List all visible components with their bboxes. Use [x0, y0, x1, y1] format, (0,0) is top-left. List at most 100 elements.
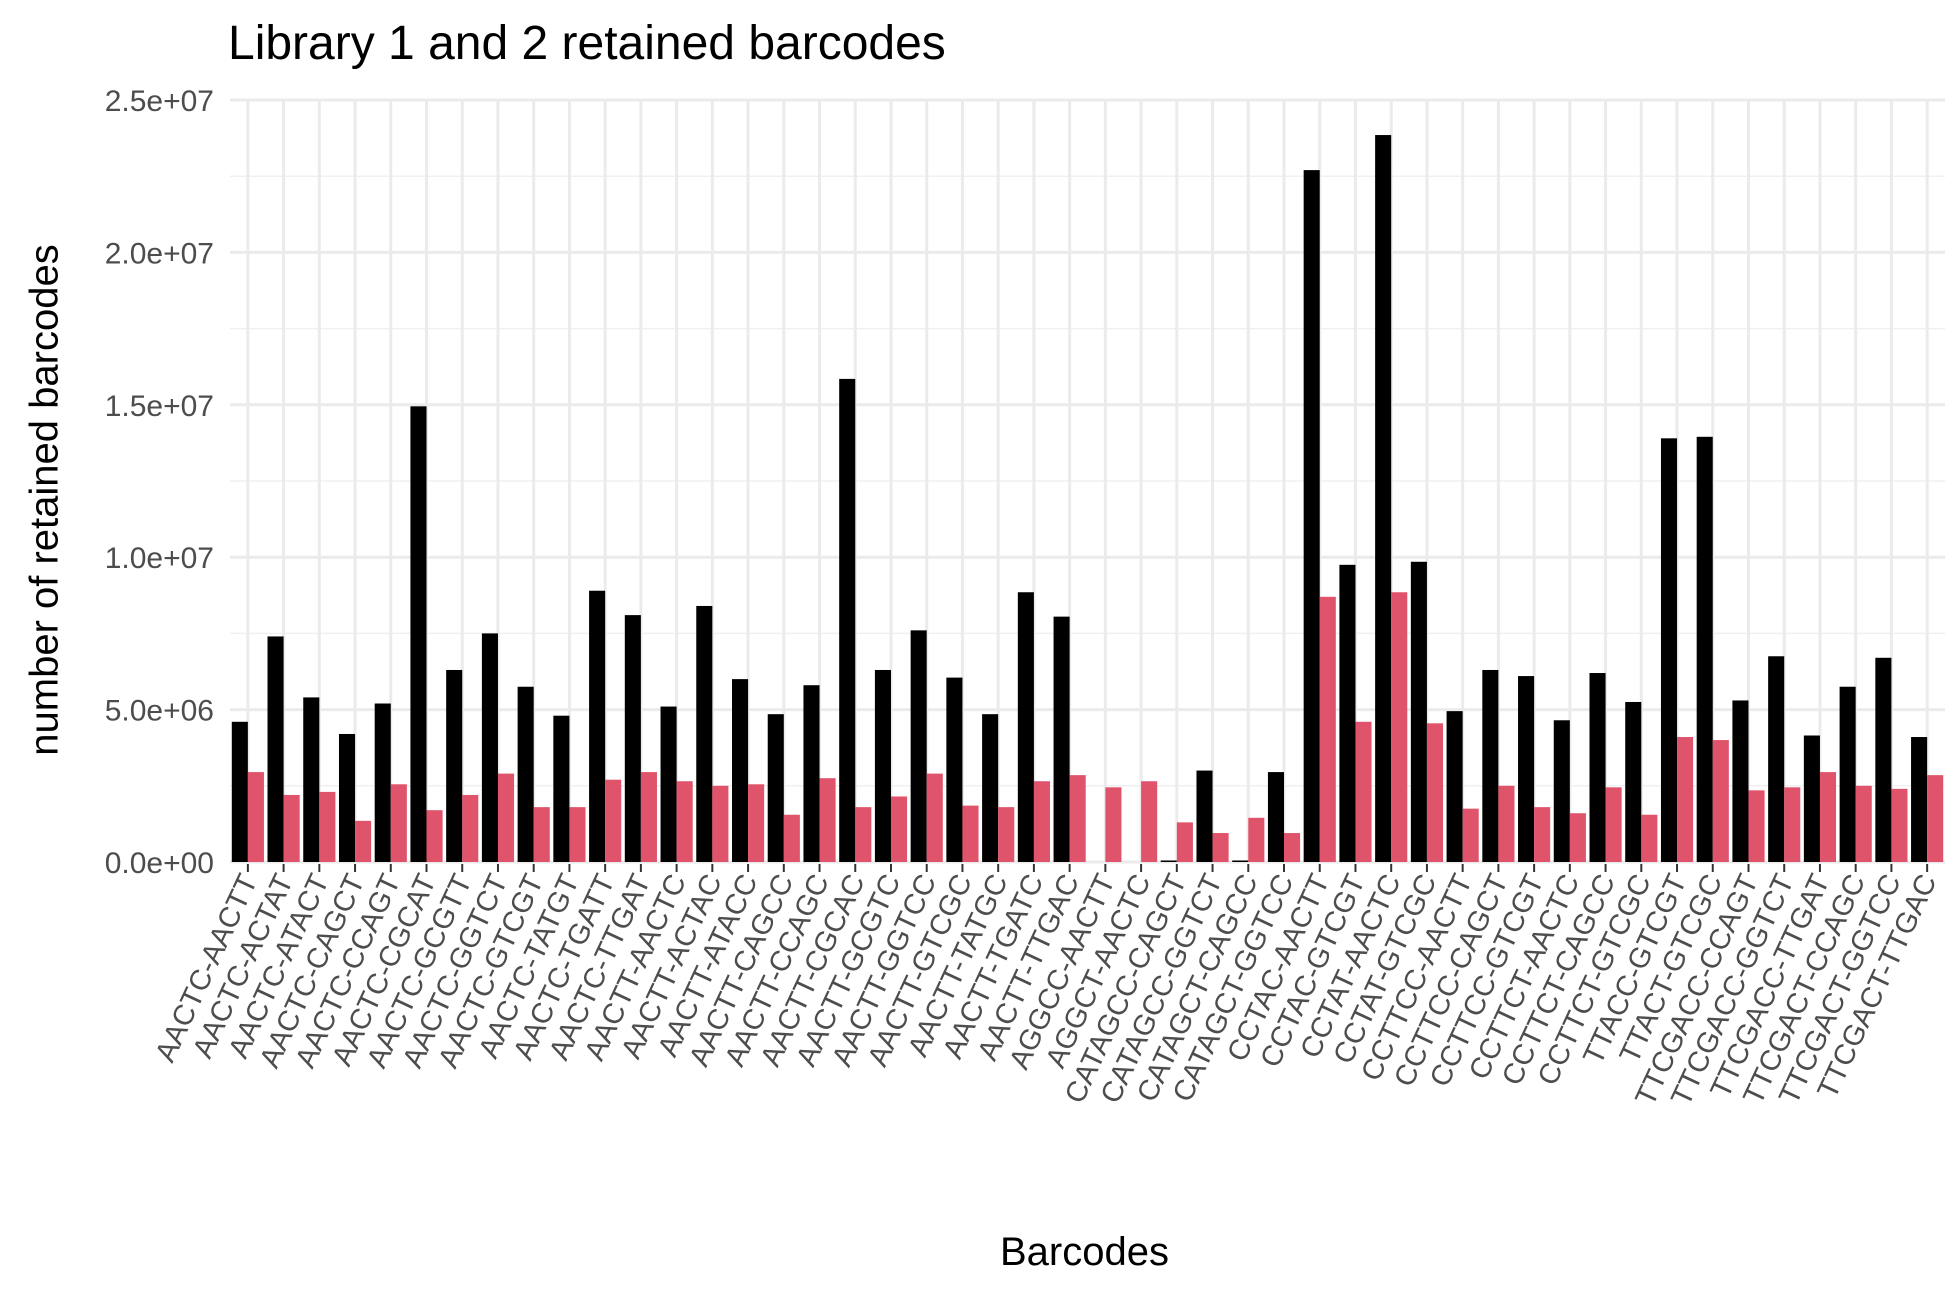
- bar-library-2: [1748, 790, 1765, 862]
- bar-library-2: [1319, 596, 1336, 862]
- bar-library-2: [1105, 787, 1122, 862]
- bar-library-1: [517, 686, 534, 862]
- bar-library-1: [1768, 656, 1785, 862]
- bar-library-1: [696, 605, 713, 862]
- bar-library-2: [355, 820, 372, 862]
- bar-library-2: [1212, 833, 1229, 862]
- bar-library-1: [1553, 720, 1570, 862]
- bar-library-1: [553, 715, 570, 862]
- bar-library-2: [1927, 775, 1944, 862]
- bar-library-2: [1462, 808, 1479, 862]
- bar-library-1: [1017, 592, 1034, 862]
- bar-library-2: [1498, 785, 1515, 862]
- bar-library-1: [1446, 711, 1463, 862]
- bar-library-1: [481, 633, 498, 862]
- y-axis-label: number of retained barcodes: [22, 244, 67, 756]
- bar-library-2: [247, 772, 264, 862]
- bar-library-2: [1248, 817, 1265, 862]
- bar-library-1: [1196, 770, 1213, 862]
- bar-library-2: [1855, 785, 1872, 862]
- bar-library-2: [605, 779, 622, 862]
- bar-library-1: [1303, 170, 1320, 862]
- bar-library-1: [982, 714, 999, 862]
- bar-library-2: [998, 807, 1015, 862]
- bar-library-1: [910, 630, 927, 862]
- bar-library-2: [1355, 721, 1372, 862]
- bar-library-2: [1141, 781, 1158, 862]
- bar-library-2: [569, 807, 586, 862]
- bar-library-2: [748, 784, 765, 862]
- bar-library-2: [676, 781, 693, 862]
- bar-library-2: [1176, 822, 1193, 862]
- bar-library-1: [338, 733, 356, 862]
- bar-library-2: [426, 810, 443, 862]
- y-tick-label: 2.5e+07: [105, 85, 214, 118]
- bar-library-2: [1069, 775, 1086, 862]
- bar-library-1: [1518, 676, 1535, 862]
- y-tick-label: 5.0e+06: [105, 695, 214, 728]
- bar-library-2: [533, 807, 550, 862]
- bar-library-2: [712, 785, 729, 862]
- bar-library-2: [1605, 787, 1622, 862]
- bar-library-2: [1641, 814, 1658, 862]
- bar-library-2: [1534, 807, 1551, 862]
- bar-library-1: [803, 685, 820, 862]
- bar-library-1: [1232, 860, 1249, 862]
- bar-library-1: [410, 406, 427, 862]
- bar-library-1: [231, 721, 248, 862]
- bar-library-2: [1677, 737, 1694, 862]
- bar-library-2: [390, 784, 407, 862]
- bar-library-2: [855, 807, 872, 862]
- bar-library-2: [962, 805, 979, 862]
- y-tick-label: 1.5e+07: [105, 390, 214, 423]
- bar-library-2: [1819, 772, 1837, 862]
- bar-library-1: [374, 703, 391, 862]
- y-tick-label: 2.0e+07: [105, 237, 214, 270]
- bar-library-1: [1875, 657, 1892, 862]
- bar-library-2: [319, 791, 336, 862]
- bar-library-2: [1033, 781, 1050, 862]
- bar-library-1: [1339, 564, 1356, 862]
- bar-library-1: [1696, 436, 1713, 862]
- bar-library-1: [874, 669, 891, 862]
- y-tick-label: 0.0e+00: [105, 847, 214, 880]
- y-tick-label: 1.0e+07: [105, 542, 214, 575]
- x-axis-label: Barcodes: [1000, 1230, 1169, 1274]
- bar-library-1: [1803, 735, 1820, 862]
- bar-library-1: [1660, 438, 1678, 862]
- bar-library-1: [767, 714, 784, 862]
- bar-library-2: [640, 772, 657, 862]
- bar-library-2: [890, 796, 908, 862]
- bar-library-1: [1911, 737, 1928, 862]
- bar-library-2: [283, 794, 300, 862]
- bar-library-1: [589, 590, 606, 862]
- bar-library-2: [1391, 592, 1408, 862]
- bar-library-1: [1839, 686, 1856, 862]
- bar-library-1: [446, 669, 463, 862]
- bar-library-1: [1410, 561, 1427, 862]
- bar-library-2: [1426, 723, 1444, 862]
- bar-library-1: [303, 697, 320, 862]
- bar-library-2: [926, 773, 943, 862]
- bar-library-1: [1053, 616, 1070, 862]
- chart-title: Library 1 and 2 retained barcodes: [228, 17, 946, 70]
- bar-library-1: [1160, 860, 1177, 862]
- bar-library-1: [1267, 772, 1285, 862]
- bar-library-2: [1784, 787, 1801, 862]
- bar-library-2: [1891, 788, 1908, 862]
- bar-library-2: [1712, 740, 1729, 862]
- bar-library-2: [819, 778, 836, 862]
- bar-library-2: [497, 773, 515, 862]
- bar-library-1: [1625, 701, 1642, 862]
- bar-library-1: [1589, 673, 1606, 862]
- bar-library-2: [1569, 813, 1586, 862]
- bar-library-1: [267, 636, 284, 862]
- bar-library-1: [1482, 669, 1499, 862]
- bar-library-1: [731, 679, 749, 862]
- bar-library-2: [783, 814, 800, 862]
- bar-library-1: [624, 615, 641, 862]
- bar-library-1: [660, 706, 677, 862]
- bar-library-2: [1284, 833, 1301, 862]
